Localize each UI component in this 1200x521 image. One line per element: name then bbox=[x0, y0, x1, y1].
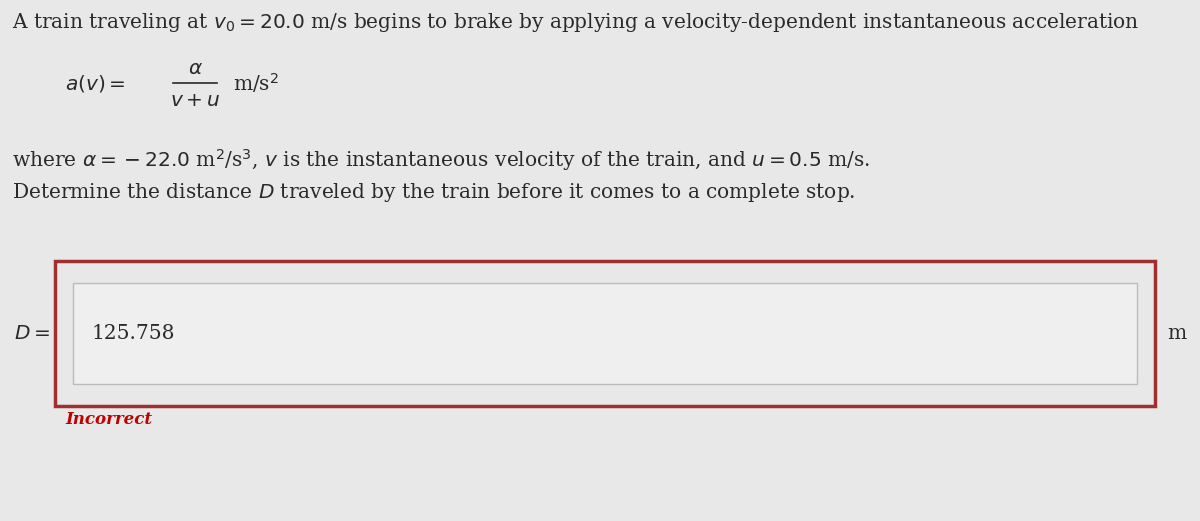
Text: m/s$^2$: m/s$^2$ bbox=[233, 71, 278, 95]
Text: Determine the distance $D$ traveled by the train before it comes to a complete s: Determine the distance $D$ traveled by t… bbox=[12, 181, 856, 204]
Text: where $\alpha = -22.0$ m$^2$/s$^3$, $v$ is the instantaneous velocity of the tra: where $\alpha = -22.0$ m$^2$/s$^3$, $v$ … bbox=[12, 147, 870, 173]
Text: $\alpha$: $\alpha$ bbox=[187, 59, 203, 79]
Text: $a(v) =$: $a(v) =$ bbox=[65, 72, 126, 93]
Text: $D =$: $D =$ bbox=[14, 324, 50, 343]
Text: m: m bbox=[1166, 324, 1187, 343]
FancyBboxPatch shape bbox=[55, 261, 1154, 406]
Text: Incorrect: Incorrect bbox=[65, 411, 152, 428]
FancyBboxPatch shape bbox=[73, 283, 1138, 384]
Text: 125.758: 125.758 bbox=[91, 324, 174, 343]
Text: A train traveling at $v_0 = 20.0$ m/s begins to brake by applying a velocity-dep: A train traveling at $v_0 = 20.0$ m/s be… bbox=[12, 11, 1140, 34]
Text: $v + u$: $v + u$ bbox=[169, 92, 221, 110]
